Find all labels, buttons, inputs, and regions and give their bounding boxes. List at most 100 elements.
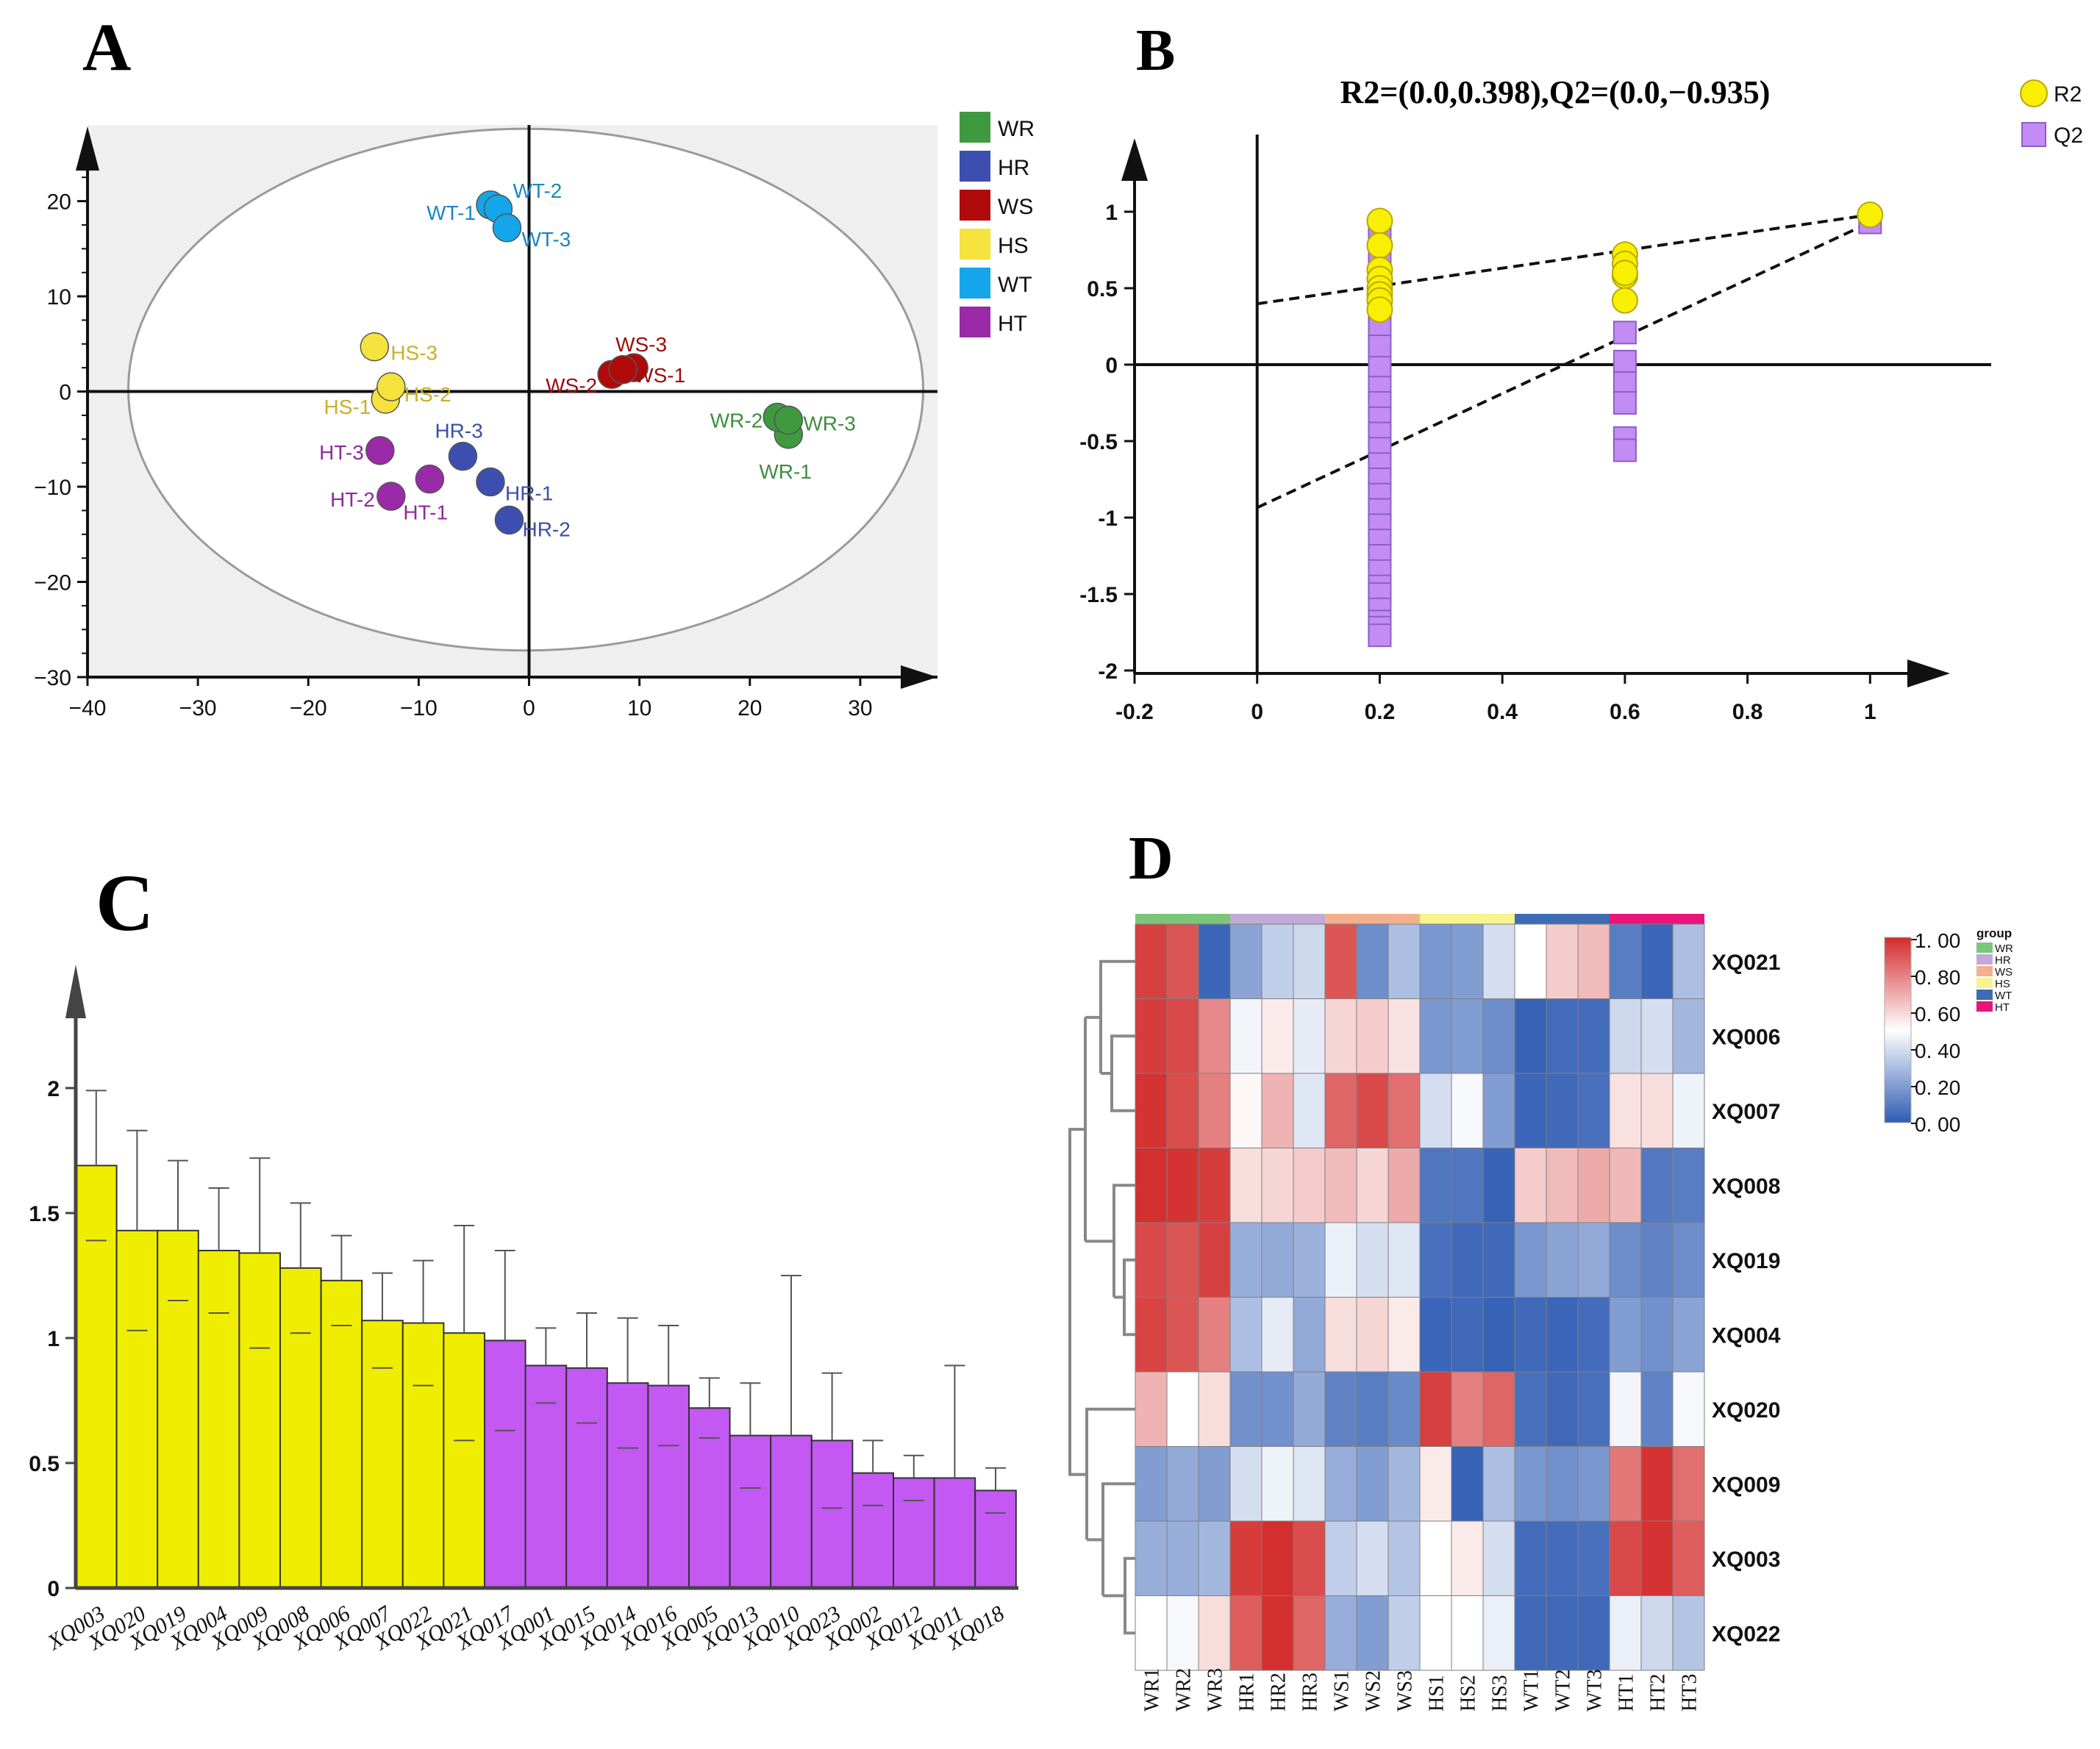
heatmap-cell [1546, 1297, 1579, 1373]
x-tick-label: 0 [1251, 700, 1263, 724]
heatmap-cell [1356, 1222, 1389, 1298]
q2-point [1368, 356, 1392, 380]
heatmap-cell [1577, 1297, 1610, 1373]
heatmap-cell [1546, 1595, 1579, 1671]
q2-point [1368, 623, 1392, 648]
heatmap-cell [1640, 1371, 1674, 1447]
heatmap-cell [1451, 1371, 1484, 1447]
colorbar-tick-label: 0. 20 [1915, 1076, 1960, 1099]
score-point-label: HS-1 [324, 396, 371, 418]
q2-point [1613, 438, 1637, 462]
score-point-wr-3 [774, 405, 804, 435]
group-legend-label: HT [1995, 1001, 2010, 1014]
heatmap-cell [1451, 1595, 1484, 1671]
legend-q2-label: Q2 [2054, 124, 2083, 148]
legend-label: HS [998, 234, 1029, 258]
heatmap-cell [1577, 1595, 1610, 1671]
x-tick-label: 0.8 [1732, 700, 1763, 724]
heatmap-cell [1514, 998, 1547, 1074]
bar-xq007 [361, 1320, 404, 1589]
y-tick-label: −10 [34, 476, 71, 500]
column-label: WT2 [1552, 1669, 1575, 1712]
score-point-label: WS-2 [546, 374, 597, 397]
heatmap-cell [1166, 1073, 1199, 1148]
heatmap-cell [1261, 1297, 1294, 1373]
panel-b-title: R2=(0.0,0.398),Q2=(0.0,−0.935) [1340, 74, 1771, 110]
score-point-ht-1 [415, 464, 445, 494]
heatmap-cell [1229, 1446, 1262, 1522]
group-legend-label: WT [1995, 990, 2012, 1002]
heatmap-cell [1577, 923, 1610, 999]
legend-label: WR [998, 117, 1035, 141]
dendrogram-branch [1085, 959, 1135, 1112]
x-tick-label: −30 [179, 696, 217, 720]
x-tick-label: -0.2 [1115, 700, 1154, 724]
heatmap-cell [1577, 1446, 1610, 1522]
x-tick-label: −20 [290, 696, 327, 720]
heatmap-cell [1451, 998, 1484, 1074]
heatmap-cell [1672, 1446, 1705, 1522]
heatmap-cell [1135, 1297, 1168, 1373]
bar-xq022 [401, 1322, 445, 1589]
heatmap-cell [1166, 1371, 1199, 1447]
heatmap-cell [1198, 998, 1231, 1074]
panel-label-a: A [82, 10, 131, 85]
score-point-label: HT-3 [319, 441, 364, 464]
row-label: XQ008 [1712, 1174, 1780, 1198]
row-label: XQ019 [1712, 1249, 1780, 1273]
heatmap-cell [1609, 1222, 1642, 1298]
y-tick-label: 20 [47, 190, 71, 215]
y-tick-label: 0 [1105, 354, 1118, 378]
heatmap-cell [1198, 1222, 1231, 1298]
colorbar-tick-label: 0. 80 [1915, 966, 1960, 989]
heatmap-cell [1640, 1073, 1674, 1148]
heatmap-cell [1229, 1371, 1262, 1447]
heatmap-cell [1293, 1446, 1326, 1522]
heatmap-cell [1229, 1297, 1262, 1373]
group-bar-hs [1420, 914, 1515, 924]
y-tick-label: -0.5 [1079, 430, 1118, 454]
q2-point [1613, 321, 1637, 345]
heatmap-cell [1388, 1595, 1421, 1671]
dendrogram-branch [1087, 1482, 1135, 1635]
heatmap-cell [1672, 1148, 1705, 1223]
heatmap-cell [1229, 1222, 1262, 1298]
panel-label-c: C [96, 858, 154, 948]
column-label: HT1 [1615, 1674, 1638, 1712]
heatmap-cell [1261, 1595, 1294, 1671]
heatmap-cell [1640, 1595, 1674, 1671]
heatmap-cell [1482, 1222, 1515, 1298]
heatmap-cell [1546, 1446, 1579, 1522]
heatmap-cell [1482, 923, 1515, 999]
heatmap-cell [1609, 1595, 1642, 1671]
heatmap-cell [1356, 1297, 1389, 1373]
dendrogram-branch [1068, 1128, 1078, 1476]
heatmap-cell [1135, 923, 1168, 999]
heatmap-cell [1261, 1446, 1294, 1522]
column-label: WS3 [1394, 1670, 1417, 1712]
legend-swatch-ws [960, 190, 990, 221]
bar-xq021 [443, 1332, 486, 1589]
bar-xq004 [197, 1250, 240, 1589]
heatmap-cell [1451, 1148, 1484, 1223]
heatmap-cell [1482, 1148, 1515, 1223]
heatmap-cell [1388, 998, 1421, 1074]
heatmap-cell [1577, 1520, 1610, 1596]
heatmap-cell [1356, 1073, 1389, 1148]
panel-d-heatmap: XQ021 XQ006 XQ007 XQ008 XQ019 XQ004 XQ020 XQ009… [1068, 914, 2013, 1712]
bar-xq011 [933, 1477, 976, 1589]
heatmap-cell [1135, 1520, 1168, 1596]
heatmap-cell [1482, 1297, 1515, 1373]
heatmap-cell [1356, 1520, 1389, 1596]
bar-xq015 [565, 1367, 608, 1589]
x-tick-label: 30 [848, 696, 872, 720]
colorbar-tick-label: 0. 60 [1915, 1003, 1960, 1026]
heatmap-cell [1451, 1520, 1484, 1596]
heatmap-cell [1293, 1520, 1326, 1596]
heatmap-cell [1388, 1520, 1421, 1596]
r2-point [1857, 201, 1884, 229]
heatmap-cell [1166, 1446, 1199, 1522]
heatmap-cell [1546, 998, 1579, 1074]
x-tick-label: 0.6 [1610, 700, 1640, 724]
heatmap-cell [1514, 1520, 1547, 1596]
